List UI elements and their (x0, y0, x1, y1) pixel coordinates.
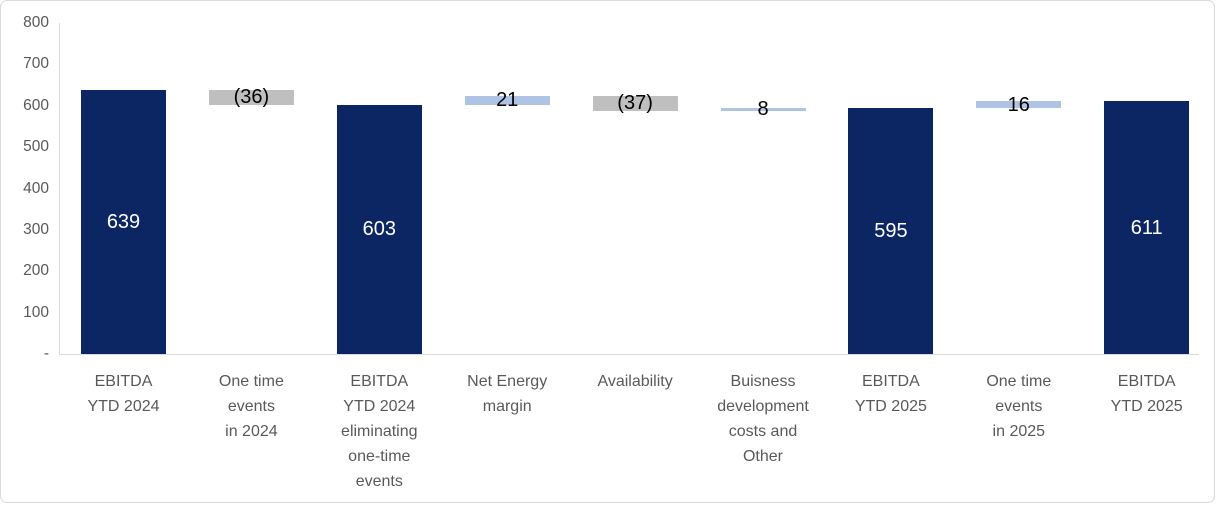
x-category-label-line: development (717, 398, 809, 415)
x-category-label: EBITDA YTD 2025 (1079, 369, 1215, 419)
waterfall-bar-increase (720, 107, 806, 112)
waterfall-bar-total (81, 89, 166, 354)
waterfall-bar-decrease (592, 95, 678, 112)
bar-value-label: 16 (1007, 93, 1030, 116)
x-category-label-line: YTD 2025 (854, 398, 927, 415)
horizontal-axis-line (58, 354, 1199, 355)
y-tick-label: - (43, 345, 49, 362)
x-category-label-line: margin (482, 398, 532, 415)
x-category-label-line: events (995, 398, 1043, 415)
x-category-label: EBITDA YTD 2024 (56, 369, 192, 419)
x-category-label: Availability (567, 369, 703, 394)
y-tick-label: 200 (23, 262, 49, 280)
bar-value-label: 595 (874, 219, 908, 242)
x-category-label-line: Buisness (730, 373, 796, 390)
waterfall-bar-total (848, 107, 934, 354)
waterfall-bar-decrease (208, 89, 294, 105)
x-category-label-line: YTD 2024 (343, 398, 416, 415)
waterfall-bar-total (336, 104, 422, 354)
bar-value-label: (36) (233, 86, 270, 109)
x-category-label-line: one-time (348, 448, 411, 465)
x-category-label-line: Net Energy (467, 373, 548, 390)
y-tick-label: 600 (23, 96, 49, 114)
x-category-label-line: One time (218, 373, 284, 390)
x-category-label: Buisness development costs and Other (695, 369, 831, 469)
waterfall-bar-increase (464, 95, 550, 105)
waterfall-bar-increase (976, 101, 1062, 108)
y-tick-label: 700 (23, 55, 49, 73)
bar-value-label: 603 (362, 218, 396, 241)
bar-value-label: (37) (617, 92, 653, 115)
x-category-label: Net Energy margin (439, 369, 575, 419)
y-tick-label: 400 (23, 179, 49, 197)
x-category-label-line: EBITDA (1117, 373, 1176, 390)
bar-value-label: 8 (757, 98, 769, 121)
x-category-label-line: Availability (597, 373, 673, 390)
y-tick-label: 800 (23, 14, 49, 31)
x-category-label-line: EBITDA (350, 373, 409, 390)
x-category-label-line: in 2025 (992, 423, 1046, 440)
waterfall-bar-total (1104, 101, 1190, 354)
y-tick-label: 500 (23, 138, 49, 156)
x-category-label-line: EBITDA (94, 373, 153, 390)
bar-value-label: 21 (496, 89, 519, 112)
x-category-label-line: events (227, 398, 275, 415)
bar-value-label: 639 (106, 210, 141, 233)
x-category-label: One time events in 2025 (951, 369, 1087, 444)
vertical-axis-line (58, 23, 60, 354)
x-category-label-line: eliminating (341, 423, 418, 440)
x-category-label-line: events (355, 473, 403, 490)
x-category-label-line: EBITDA (861, 373, 920, 390)
x-category-label-line: Other (742, 448, 783, 465)
x-category-label: EBITDA YTD 2025 (823, 369, 959, 419)
x-category-label-line: in 2024 (225, 423, 278, 440)
y-tick-label: 300 (23, 220, 49, 238)
x-category-label-line: YTD 2024 (87, 398, 160, 415)
x-category-label: EBITDA YTD 2024 eliminating one-time events (311, 369, 447, 494)
x-category-label-line: One time (986, 373, 1052, 390)
y-tick-label: 100 (23, 303, 49, 321)
bar-value-label: 611 (1130, 216, 1163, 239)
x-category-label-line: YTD 2025 (1110, 398, 1183, 415)
x-category-label: One time events in 2024 (183, 369, 319, 444)
x-category-label-line: costs and (728, 423, 798, 440)
